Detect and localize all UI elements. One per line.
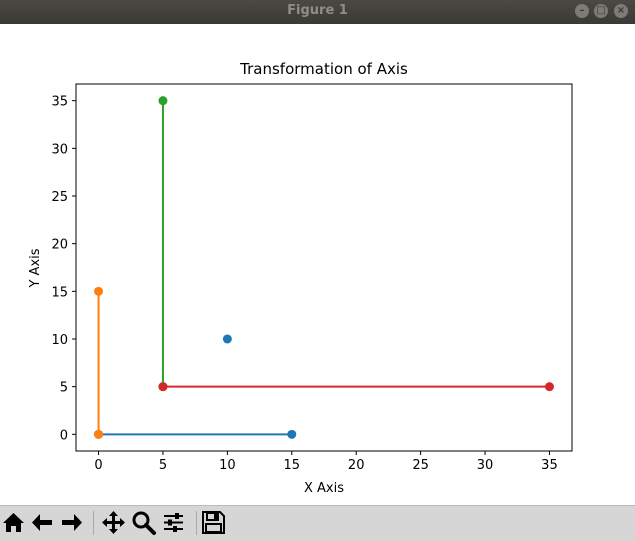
data-point bbox=[222, 334, 232, 344]
save-icon bbox=[202, 511, 225, 534]
y-tick-label: 30 bbox=[51, 142, 68, 157]
forward-icon bbox=[62, 514, 82, 531]
data-point bbox=[94, 286, 104, 296]
x-tick-label: 5 bbox=[159, 458, 167, 473]
forward-button[interactable] bbox=[58, 509, 85, 536]
y-tick-label: 0 bbox=[60, 428, 68, 443]
x-tick-label: 10 bbox=[219, 458, 236, 473]
home-button[interactable] bbox=[0, 509, 27, 536]
x-tick-label: 0 bbox=[94, 458, 102, 473]
chart-title: Transformation of Axis bbox=[239, 60, 408, 78]
y-tick-label: 15 bbox=[51, 285, 68, 300]
x-tick-label: 35 bbox=[541, 458, 558, 473]
window-titlebar[interactable]: Figure 1 – □ × bbox=[0, 0, 635, 24]
maximize-icon: □ bbox=[596, 5, 606, 16]
minimize-button[interactable]: – bbox=[575, 4, 589, 18]
close-icon: × bbox=[616, 5, 626, 16]
y-tick-label: 35 bbox=[51, 95, 68, 110]
data-point bbox=[287, 429, 297, 439]
navigation-toolbar bbox=[0, 505, 635, 541]
save-button[interactable] bbox=[200, 509, 227, 536]
pan-icon bbox=[102, 511, 125, 534]
configure-subplots-button[interactable] bbox=[160, 509, 187, 536]
figure-canvas[interactable]: 0 5 10 15 20 25 30 35 0 5 10 15 20 25 30 35 Transformat… bbox=[0, 24, 635, 505]
zoom-icon bbox=[132, 511, 156, 535]
data-point bbox=[544, 382, 554, 392]
toolbar-separator bbox=[93, 511, 94, 535]
minimize-icon: – bbox=[579, 5, 585, 16]
y-tick-label: 10 bbox=[51, 333, 68, 348]
x-tick-label: 20 bbox=[348, 458, 365, 473]
window-title: Figure 1 bbox=[287, 3, 348, 18]
x-tick-label: 25 bbox=[412, 458, 429, 473]
data-point bbox=[94, 429, 104, 439]
toolbar-separator bbox=[196, 511, 197, 535]
x-tick-label: 15 bbox=[284, 458, 301, 473]
x-tick-label: 30 bbox=[477, 458, 494, 473]
y-tick-label: 5 bbox=[60, 381, 68, 396]
plot-area bbox=[75, 83, 573, 452]
data-point bbox=[158, 382, 168, 392]
back-button[interactable] bbox=[29, 509, 56, 536]
pan-button[interactable] bbox=[100, 509, 127, 536]
y-axis-label: Y Axis bbox=[28, 248, 43, 288]
home-icon bbox=[3, 513, 24, 532]
zoom-button[interactable] bbox=[130, 509, 157, 536]
y-tick-label: 20 bbox=[51, 238, 68, 253]
close-button[interactable]: × bbox=[614, 4, 628, 18]
configure-subplots-icon bbox=[164, 513, 183, 532]
x-axis-label: X Axis bbox=[304, 481, 344, 496]
back-icon bbox=[32, 514, 52, 531]
maximize-button[interactable]: □ bbox=[594, 4, 608, 18]
data-point bbox=[158, 96, 168, 106]
y-tick-label: 25 bbox=[51, 190, 68, 205]
